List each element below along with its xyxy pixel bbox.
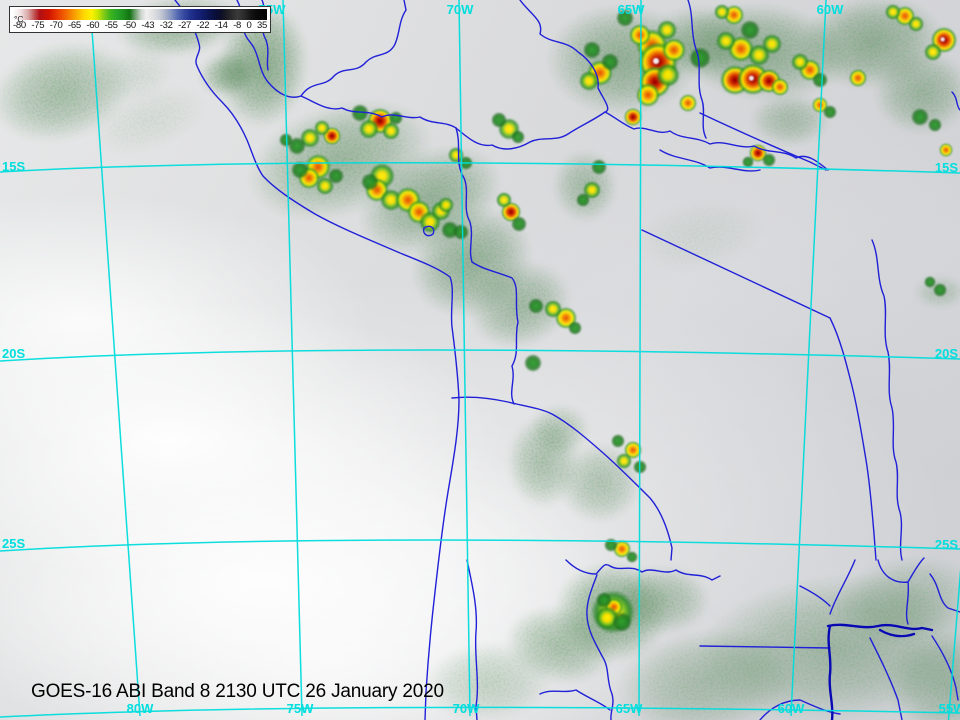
svg-text:20S: 20S — [2, 346, 25, 361]
colorbar-tick: -65 — [68, 20, 81, 31]
colorbar-tick: -27 — [178, 20, 191, 31]
colorbar-tick: -8 — [233, 20, 241, 31]
colorbar-legend: -80 -75 -70 -65 -60 -55 -50 -43 -32 -27 … — [9, 6, 271, 33]
colorbar-tick: -22 — [196, 20, 210, 31]
colorbar-tick: -43 — [141, 20, 155, 31]
rivers-layer — [826, 623, 934, 720]
svg-text:25S: 25S — [935, 537, 958, 552]
colorbar-unit-label: °C — [14, 14, 24, 24]
svg-text:70W: 70W — [453, 701, 480, 716]
colorbar-tick: -60 — [86, 20, 100, 31]
storm-cells-layer — [279, 4, 957, 634]
image-caption: GOES-16 ABI Band 8 2130 UTC 26 January 2… — [31, 681, 444, 702]
colorbar-tick: 0 — [246, 20, 252, 31]
svg-text:80W: 80W — [127, 701, 154, 716]
svg-text:15S: 15S — [2, 159, 25, 174]
svg-text:15S: 15S — [935, 160, 958, 175]
colorbar-tick: 35 — [256, 20, 267, 31]
svg-text:55W: 55W — [939, 701, 960, 716]
colorbar-tick: -55 — [104, 20, 118, 31]
svg-text:70W: 70W — [447, 2, 474, 17]
colorbar-tick: -32 — [159, 20, 173, 31]
svg-text:25S: 25S — [2, 536, 25, 551]
svg-text:75W: 75W — [287, 701, 314, 716]
svg-text:65W: 65W — [618, 2, 645, 17]
svg-text:20S: 20S — [935, 346, 958, 361]
colorbar-gradient — [13, 9, 267, 20]
colorbar-tick: -14 — [214, 20, 228, 31]
colorbar-tick: -75 — [31, 20, 45, 31]
svg-text:60W: 60W — [817, 2, 844, 17]
colorbar-ticks: -80 -75 -70 -65 -60 -55 -50 -43 -32 -27 … — [13, 20, 267, 31]
colorbar-tick: -80 — [13, 20, 26, 31]
svg-text:60W: 60W — [778, 701, 805, 716]
svg-text:65W: 65W — [616, 701, 643, 716]
colorbar-tick: -50 — [123, 20, 136, 31]
country-borders-layer — [174, 0, 960, 720]
colorbar-tick: -70 — [49, 20, 63, 31]
